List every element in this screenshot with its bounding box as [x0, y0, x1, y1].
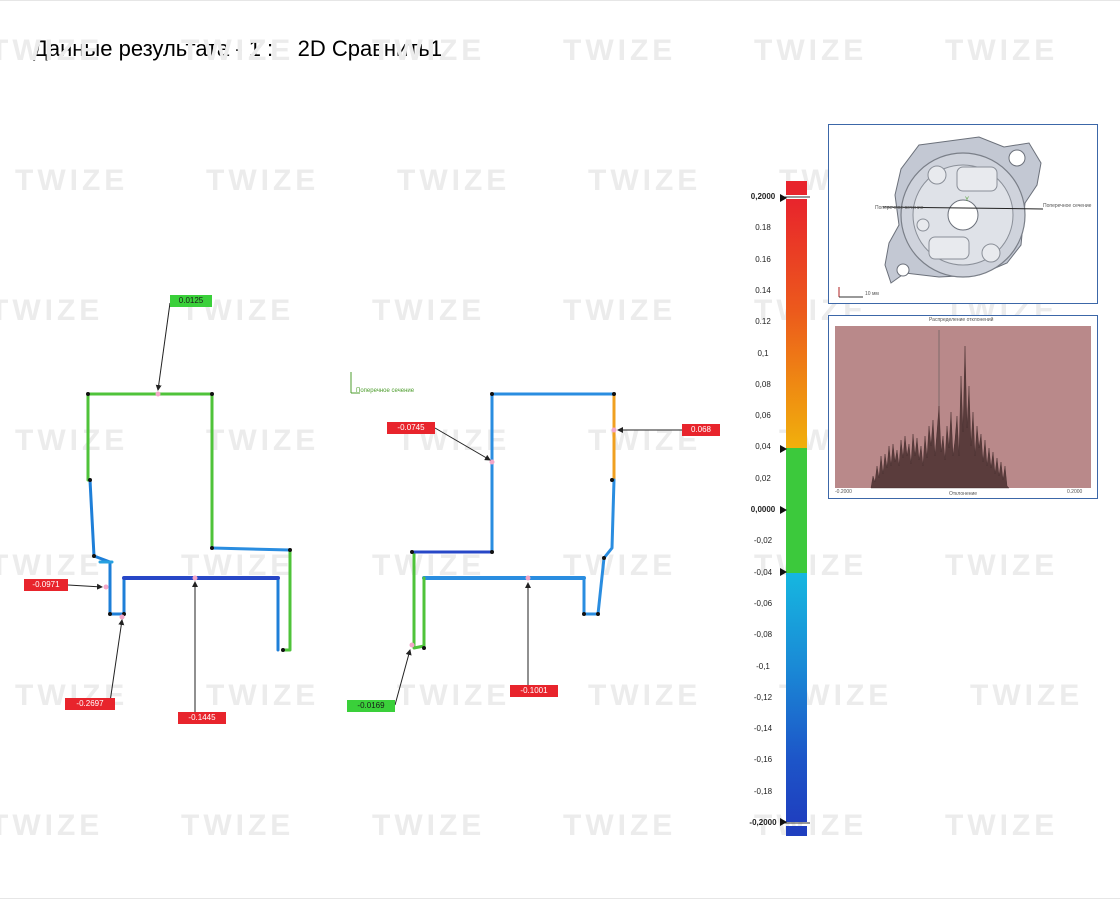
scale-label: 0.12 [755, 317, 771, 327]
left-profile [86, 392, 292, 652]
histogram-title: Распределение отклонений [929, 317, 994, 323]
callout-right-top-right: 0.068 [682, 424, 720, 436]
callout-right-top-left: -0.0745 [387, 422, 435, 434]
scale-label: 0,08 [755, 379, 771, 389]
watermark-text: TWIZE [15, 164, 128, 197]
histogram-x-left: -0.2000 [835, 489, 852, 495]
scale-label: -0,06 [753, 598, 773, 608]
watermark-text: TWIZE [372, 294, 485, 327]
bottom-divider [0, 898, 1120, 899]
part-scale-text: 10 мм [865, 291, 879, 297]
scale-label: -0,16 [753, 755, 773, 765]
histogram-panel: Распределение отклонений -0.2000 0.2000 … [828, 315, 1098, 499]
top-divider [0, 0, 1120, 1]
scale-label: 0,04 [755, 442, 771, 452]
watermark-text: TWIZE [588, 679, 701, 712]
page-title: Данные результата - 1 : 2D Сравнить1 [33, 36, 443, 61]
part-axis-label: Y [965, 197, 970, 203]
right-profile-points [410, 392, 616, 650]
scale-label: -0,18 [753, 786, 773, 796]
callout-left-top: 0.0125 [170, 295, 212, 307]
scale-label: 0,06 [755, 411, 771, 421]
watermark-text: TWIZE [0, 34, 103, 67]
axis-label-middle: Поперечное сечение [356, 388, 415, 394]
callout-right-bottom-left: -0.0169 [347, 700, 395, 712]
watermark-text: TWIZE [945, 809, 1058, 842]
watermark-text: TWIZE [563, 34, 676, 67]
histogram-distribution [870, 345, 1010, 489]
callout-left-bottom-left: -0.2697 [65, 698, 115, 710]
color-scale [783, 181, 810, 836]
scale-label: 0.18 [755, 223, 771, 233]
scale-label: 0.14 [755, 285, 771, 295]
part-view-panel: Поперечное сечение Поперечное сечение 10… [828, 124, 1098, 304]
watermark-text: TWIZE [563, 809, 676, 842]
watermark-text: TWIZE [945, 549, 1058, 582]
left-profile-points [86, 392, 292, 652]
watermark-text: TWIZE [754, 549, 867, 582]
left-leaders [67, 302, 198, 717]
watermark-text: TWIZE [970, 679, 1083, 712]
watermark-text: TWIZE [0, 809, 103, 842]
watermark-text: TWIZE [754, 809, 867, 842]
watermark-text: TWIZE [15, 424, 128, 457]
watermark-text: TWIZE [372, 809, 485, 842]
watermark-text: TWIZE [754, 34, 867, 67]
callout-left-bottom-mid: -0.1445 [178, 712, 226, 724]
scale-label: -0,2000 [749, 818, 777, 827]
watermark-text: TWIZE [206, 424, 319, 457]
watermark-text: TWIZE [397, 679, 510, 712]
scale-label: 0,1 [757, 348, 769, 358]
axis-icon [350, 372, 360, 394]
scale-label: 0.16 [755, 254, 771, 264]
section-label-right: Поперечное сечение [1043, 203, 1092, 209]
scale-label: -0,14 [753, 724, 773, 734]
scale-label: -0,12 [753, 692, 773, 702]
watermark-text: TWIZE [372, 34, 485, 67]
scale-label: -0,08 [753, 630, 773, 640]
right-leaders [394, 427, 682, 706]
callout-left-left: -0.0971 [24, 579, 68, 591]
watermark-text: TWIZE [0, 549, 103, 582]
watermark-text: TWIZE [563, 294, 676, 327]
histogram-chart [835, 326, 1091, 489]
part-drawing [838, 136, 1044, 298]
scale-label: 0,02 [755, 473, 771, 483]
scale-label: 0,2000 [750, 192, 776, 201]
watermark-text: TWIZE [181, 809, 294, 842]
scale-label: 0,0000 [750, 505, 776, 514]
callout-right-bottom-mid: -0.1001 [510, 685, 558, 697]
scale-pointers [780, 194, 787, 826]
watermark-text: TWIZE [0, 294, 103, 327]
scale-label: -0,02 [753, 536, 773, 546]
scale-label: -0,1 [756, 661, 770, 671]
histogram-x-label: Отклонение [949, 491, 978, 497]
watermark-text: TWIZE [206, 164, 319, 197]
watermark-text: TWIZE [206, 679, 319, 712]
scale-label: -0,04 [753, 567, 773, 577]
watermark-text: TWIZE [945, 34, 1058, 67]
section-label-left: Поперечное сечение [875, 205, 924, 211]
right-profile-markers [409, 427, 617, 648]
histogram-x-right: 0.2000 [1067, 489, 1083, 495]
left-profile-markers [103, 391, 198, 620]
watermark-text: TWIZE [588, 164, 701, 197]
watermark-text: TWIZE [181, 34, 294, 67]
watermark-text: TWIZE [397, 164, 510, 197]
